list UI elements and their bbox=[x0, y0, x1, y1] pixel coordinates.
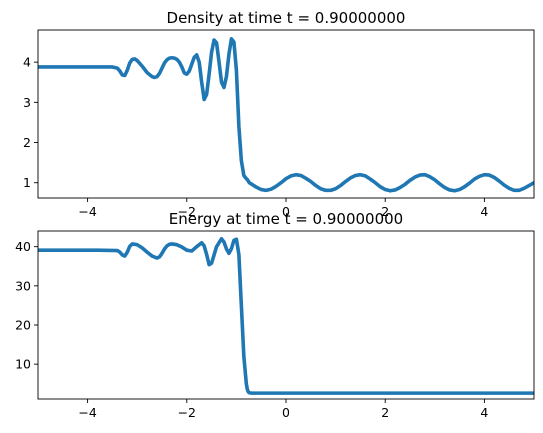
density-x-tick-label: 4 bbox=[480, 204, 488, 219]
density-x-tick-label: −4 bbox=[78, 204, 96, 219]
energy-chart-title: Energy at time t = 0.90000000 bbox=[169, 210, 403, 228]
density-y-tick-label: 1 bbox=[23, 175, 31, 190]
density-x-tick-label: 2 bbox=[381, 204, 389, 219]
density-y-tick-label: 3 bbox=[23, 95, 31, 110]
energy-y-tick-label: 20 bbox=[15, 317, 31, 332]
density-axes-frame bbox=[37, 29, 535, 199]
energy-axes-frame bbox=[37, 230, 535, 400]
density-y-tick-label: 4 bbox=[23, 55, 31, 70]
energy-plot-panel: −4 −2 0 2 4 10 20 30 40 Energy at time t = 0.9000… bbox=[15, 210, 535, 420]
density-chart-title: Density at time t = 0.90000000 bbox=[167, 9, 406, 27]
energy-series-line bbox=[38, 237, 534, 395]
energy-y-tick-label: 40 bbox=[15, 239, 31, 254]
energy-x-tick-label: −4 bbox=[78, 405, 96, 420]
density-x-tick-label: 0 bbox=[282, 204, 290, 219]
energy-x-tick-label: 2 bbox=[381, 405, 389, 420]
density-y-tick-label: 2 bbox=[23, 135, 31, 150]
energy-y-tick-label: 30 bbox=[15, 278, 31, 293]
density-series-line bbox=[38, 37, 534, 193]
energy-x-tick-label: −2 bbox=[178, 405, 196, 420]
density-plot-panel: −4 −2 0 2 4 1 2 3 4 Density at time t = 0.9000000… bbox=[23, 9, 535, 219]
energy-x-tick-label: 0 bbox=[282, 405, 290, 420]
energy-y-tick-label: 10 bbox=[15, 357, 31, 372]
density-x-tick-label: −2 bbox=[178, 204, 196, 219]
energy-x-tick-label: 4 bbox=[480, 405, 488, 420]
